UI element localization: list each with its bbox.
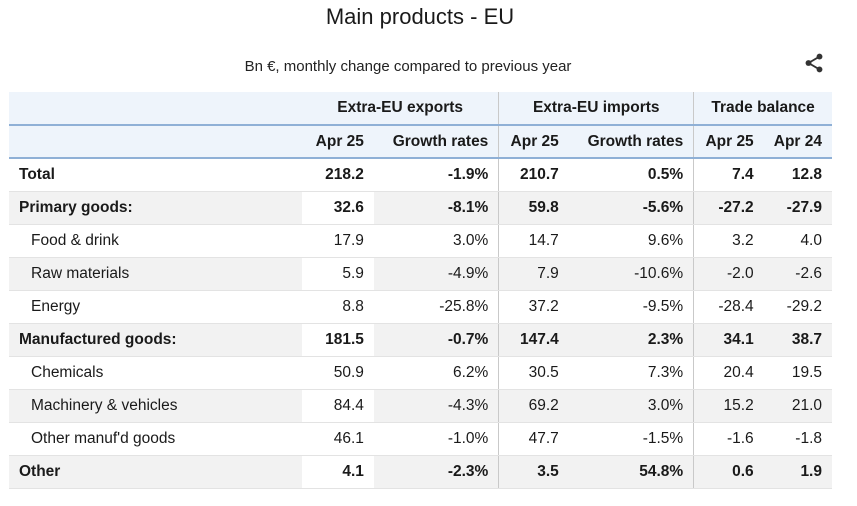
row-label: Machinery & vehicles	[9, 389, 302, 423]
table-cell: 37.2	[498, 290, 569, 324]
column-header: Apr 24	[763, 125, 832, 159]
table-cell: -25.8%	[373, 290, 499, 324]
table-cell: -29.2	[763, 290, 832, 324]
table-cell: 50.9	[301, 356, 374, 390]
table-cell: 8.8	[301, 290, 374, 324]
data-table: Extra-EU exports Extra-EU imports Trade …	[9, 92, 832, 489]
group-header-balance: Trade balance	[693, 92, 832, 126]
table-cell: 5.9	[301, 257, 374, 291]
column-header: Apr 25	[693, 125, 764, 159]
table-cell: -1.6	[693, 422, 764, 456]
table-cell: 21.0	[763, 389, 832, 423]
row-label: Other manuf'd goods	[9, 422, 302, 456]
column-header: Apr 25	[498, 125, 569, 159]
row-label: Raw materials	[9, 257, 302, 291]
table-cell: 15.2	[693, 389, 764, 423]
share-icon[interactable]	[803, 52, 825, 74]
table-cell: -28.4	[693, 290, 764, 324]
table-cell: -1.0%	[373, 422, 499, 456]
row-label: Food & drink	[9, 224, 302, 258]
table-cell: 54.8%	[568, 455, 694, 489]
table-row: Primary goods: 32.6 -8.1% 59.8 -5.6% -27.2 -27…	[9, 191, 832, 225]
table-cell: 218.2	[301, 158, 374, 192]
table-row: Machinery & vehicles 84.4 -4.3% 69.2 3.0% 15.…	[9, 389, 832, 423]
row-label: Chemicals	[9, 356, 302, 390]
table-cell: -1.9%	[373, 158, 499, 192]
chart-subtitle: Bn €, monthly change compared to previou…	[244, 58, 572, 75]
table-cell: -1.8	[763, 422, 832, 456]
row-label: Other	[9, 455, 302, 489]
table-row: Total 218.2 -1.9% 210.7 0.5% 7.4 12.8	[9, 158, 832, 192]
column-header: Growth rates	[373, 125, 499, 159]
table-cell: 6.2%	[373, 356, 499, 390]
table-cell: 147.4	[498, 323, 569, 357]
table-cell: 181.5	[301, 323, 374, 357]
table-cell: 0.6	[693, 455, 764, 489]
table-row: Other manuf'd goods 46.1 -1.0% 47.7 -1.5% -1.…	[9, 422, 832, 456]
row-label: Primary goods:	[9, 191, 302, 225]
table-cell: -4.9%	[373, 257, 499, 291]
table-cell: 9.6%	[568, 224, 694, 258]
table-cell: 1.9	[763, 455, 832, 489]
table-cell: 3.0%	[373, 224, 499, 258]
table-cell: -4.3%	[373, 389, 499, 423]
table-cell: 4.1	[301, 455, 374, 489]
chart-title: Main products - EU	[325, 4, 515, 29]
table-cell: 17.9	[301, 224, 374, 258]
column-header: Apr 25	[301, 125, 374, 159]
table-cell: 47.7	[498, 422, 569, 456]
table-cell: -2.6	[763, 257, 832, 291]
table-row: Chemicals 50.9 6.2% 30.5 7.3% 20.4 19.5	[9, 356, 832, 390]
row-label: Total	[9, 158, 302, 192]
table-cell: 3.5	[498, 455, 569, 489]
table-cell: -27.2	[693, 191, 764, 225]
table-cell: 84.4	[301, 389, 374, 423]
table-cell: 59.8	[498, 191, 569, 225]
table-cell: 3.2	[693, 224, 764, 258]
table-row: Other 4.1 -2.3% 3.5 54.8% 0.6 1.9	[9, 455, 832, 489]
row-label: Manufactured goods:	[9, 323, 302, 357]
table-row: Manufactured goods: 181.5 -0.7% 147.4 2.3% 34…	[9, 323, 832, 357]
table-cell: 7.9	[498, 257, 569, 291]
table-row: Food & drink 17.9 3.0% 14.7 9.6% 3.2 4.0	[9, 224, 832, 258]
table-cell: 2.3%	[568, 323, 694, 357]
table-cell: -2.3%	[373, 455, 499, 489]
group-header-exports: Extra-EU exports	[301, 92, 499, 126]
table-cell: -8.1%	[373, 191, 499, 225]
row-label: Energy	[9, 290, 302, 324]
table-cell: 7.3%	[568, 356, 694, 390]
table-cell: 3.0%	[568, 389, 694, 423]
table-cell: 69.2	[498, 389, 569, 423]
table-cell: 30.5	[498, 356, 569, 390]
table-cell: 20.4	[693, 356, 764, 390]
table-cell: 14.7	[498, 224, 569, 258]
table-cell: -2.0	[693, 257, 764, 291]
table-cell: -27.9	[763, 191, 832, 225]
table-cell: -1.5%	[568, 422, 694, 456]
table-cell: 12.8	[763, 158, 832, 192]
table-cell: -0.7%	[373, 323, 499, 357]
table-row: Energy 8.8 -25.8% 37.2 -9.5% -28.4 -29.2	[9, 290, 832, 324]
table-body: Total 218.2 -1.9% 210.7 0.5% 7.4 12.8 Primary g…	[9, 158, 832, 489]
table-cell: 38.7	[763, 323, 832, 357]
table-cell: 19.5	[763, 356, 832, 390]
table-cell: 0.5%	[568, 158, 694, 192]
table-row: Raw materials 5.9 -4.9% 7.9 -10.6% -2.0 -2.6	[9, 257, 832, 291]
table-cell: -9.5%	[568, 290, 694, 324]
table-cell: -10.6%	[568, 257, 694, 291]
table-cell: 210.7	[498, 158, 569, 192]
table-cell: 46.1	[301, 422, 374, 456]
header-empty	[9, 125, 302, 159]
table-cell: 7.4	[693, 158, 764, 192]
column-header: Growth rates	[568, 125, 694, 159]
table-cell: 34.1	[693, 323, 764, 357]
table-cell: 4.0	[763, 224, 832, 258]
table-cell: -5.6%	[568, 191, 694, 225]
header-empty	[9, 92, 302, 126]
group-header-imports: Extra-EU imports	[498, 92, 694, 126]
table-cell: 32.6	[301, 191, 374, 225]
